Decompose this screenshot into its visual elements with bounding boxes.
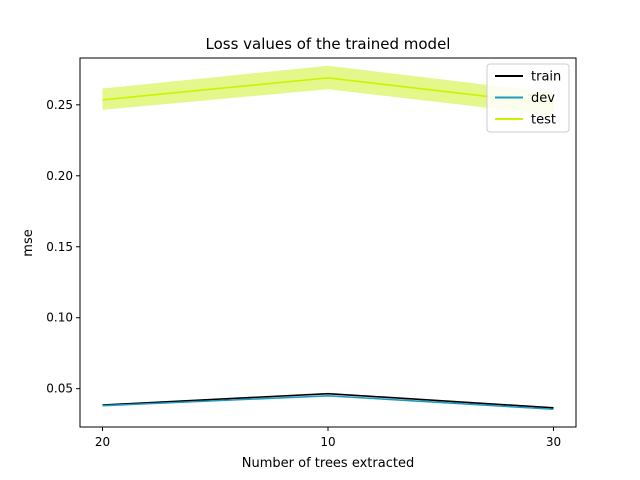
plot-area <box>102 65 554 411</box>
series-test-band <box>102 65 554 116</box>
series-dev-line <box>102 394 554 411</box>
x-axis-label: Number of trees extracted <box>242 456 414 471</box>
x-axis: 20 10 30 <box>95 427 561 449</box>
legend: train dev test <box>486 63 570 133</box>
y-tick-label: 0.15 <box>46 240 73 254</box>
series-train-line <box>102 392 554 409</box>
x-tick-label: 20 <box>95 435 110 449</box>
y-tick-label: 0.10 <box>46 311 73 325</box>
y-axis: 0.05 0.10 0.15 0.20 0.25 <box>46 98 80 396</box>
x-tick-label: 30 <box>546 435 561 449</box>
chart-title: Loss values of the trained model <box>206 35 451 53</box>
y-axis-label: mse <box>21 229 36 256</box>
legend-box <box>486 63 570 133</box>
series-test-line <box>102 77 554 105</box>
y-tick-label: 0.20 <box>46 169 73 183</box>
legend-label-dev: dev <box>531 91 555 106</box>
x-tick-label: 10 <box>320 435 335 449</box>
legend-label-train: train <box>531 70 561 85</box>
legend-label-test: test <box>531 113 556 128</box>
y-tick-label: 0.25 <box>46 98 73 112</box>
y-tick-label: 0.05 <box>46 382 73 396</box>
